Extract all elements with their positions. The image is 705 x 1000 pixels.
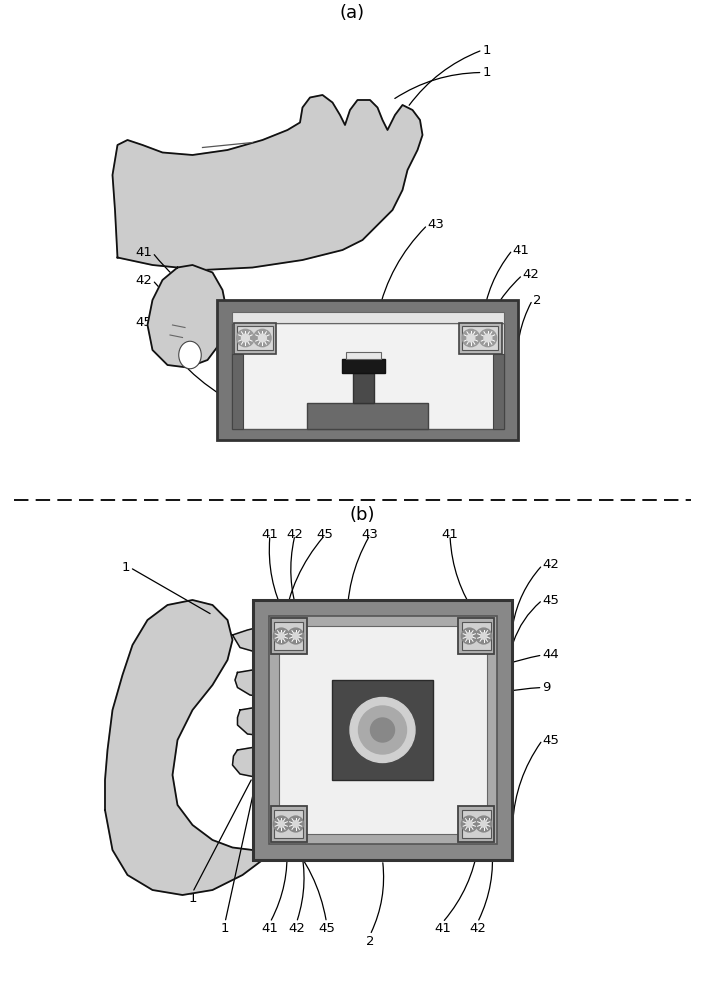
Circle shape	[274, 816, 289, 832]
Circle shape	[278, 633, 285, 639]
Text: 1: 1	[482, 66, 491, 79]
Circle shape	[254, 329, 271, 347]
Circle shape	[476, 816, 491, 832]
Text: 1: 1	[188, 892, 197, 906]
Ellipse shape	[179, 341, 201, 369]
Text: 41: 41	[441, 528, 458, 541]
Text: 44: 44	[226, 414, 243, 426]
Text: 44: 44	[543, 648, 559, 662]
FancyBboxPatch shape	[271, 806, 307, 842]
Circle shape	[481, 821, 487, 827]
Text: 1: 1	[121, 561, 130, 574]
Text: 41: 41	[262, 528, 278, 541]
FancyBboxPatch shape	[307, 403, 427, 429]
FancyBboxPatch shape	[218, 300, 517, 440]
Text: 9: 9	[543, 681, 551, 694]
FancyBboxPatch shape	[353, 373, 374, 403]
FancyBboxPatch shape	[269, 616, 496, 844]
Text: 42: 42	[135, 273, 152, 286]
Circle shape	[293, 633, 299, 639]
Circle shape	[288, 816, 304, 832]
Text: 45: 45	[543, 593, 559, 606]
Text: 41: 41	[135, 246, 152, 259]
Text: 9: 9	[348, 418, 357, 432]
Polygon shape	[238, 706, 297, 736]
Text: 1: 1	[482, 43, 491, 56]
Text: (b): (b)	[350, 506, 375, 524]
Circle shape	[371, 718, 395, 742]
FancyBboxPatch shape	[462, 810, 491, 838]
Circle shape	[242, 334, 250, 342]
FancyBboxPatch shape	[271, 618, 307, 654]
Text: 42: 42	[543, 558, 559, 572]
FancyBboxPatch shape	[274, 810, 303, 838]
Circle shape	[481, 633, 487, 639]
Circle shape	[484, 334, 492, 342]
Text: 2: 2	[366, 935, 374, 948]
Text: 45: 45	[135, 316, 152, 329]
Text: 45: 45	[318, 922, 335, 936]
Circle shape	[293, 821, 299, 827]
Text: 1: 1	[221, 922, 229, 936]
Circle shape	[461, 816, 477, 832]
Circle shape	[237, 329, 254, 347]
FancyBboxPatch shape	[333, 680, 432, 780]
Text: 43: 43	[427, 219, 444, 232]
Text: 43: 43	[362, 528, 379, 541]
FancyBboxPatch shape	[231, 312, 503, 322]
Text: 45: 45	[543, 734, 559, 746]
Circle shape	[278, 821, 285, 827]
Circle shape	[466, 821, 472, 827]
FancyBboxPatch shape	[231, 322, 503, 429]
FancyBboxPatch shape	[231, 354, 243, 429]
FancyBboxPatch shape	[233, 322, 276, 354]
Circle shape	[259, 334, 266, 342]
Polygon shape	[233, 622, 310, 655]
Text: 42: 42	[288, 922, 305, 936]
FancyBboxPatch shape	[462, 622, 491, 650]
Circle shape	[479, 329, 496, 347]
Circle shape	[350, 698, 415, 762]
FancyBboxPatch shape	[278, 626, 486, 834]
Text: 42: 42	[522, 268, 539, 282]
Text: 42: 42	[469, 922, 486, 936]
FancyBboxPatch shape	[458, 806, 494, 842]
Circle shape	[274, 628, 289, 644]
Circle shape	[288, 628, 304, 644]
Circle shape	[461, 628, 477, 644]
FancyBboxPatch shape	[459, 322, 501, 354]
FancyBboxPatch shape	[493, 354, 503, 429]
Text: 41: 41	[262, 922, 278, 936]
Circle shape	[466, 633, 472, 639]
Circle shape	[476, 628, 491, 644]
FancyBboxPatch shape	[346, 352, 381, 359]
FancyBboxPatch shape	[342, 359, 385, 373]
FancyBboxPatch shape	[252, 600, 513, 860]
Text: 42: 42	[286, 528, 303, 541]
Circle shape	[359, 706, 407, 754]
FancyBboxPatch shape	[462, 326, 498, 350]
Text: 2: 2	[532, 294, 541, 306]
FancyBboxPatch shape	[458, 618, 494, 654]
Circle shape	[467, 334, 474, 342]
Polygon shape	[147, 265, 228, 367]
Polygon shape	[235, 668, 300, 698]
Text: 45: 45	[317, 528, 333, 541]
FancyBboxPatch shape	[274, 622, 303, 650]
Circle shape	[462, 329, 479, 347]
FancyBboxPatch shape	[237, 326, 273, 350]
Polygon shape	[233, 748, 290, 778]
Text: 41: 41	[513, 243, 529, 256]
Text: (a): (a)	[340, 3, 365, 21]
Polygon shape	[113, 95, 422, 270]
Text: 45: 45	[414, 401, 431, 414]
Polygon shape	[105, 600, 352, 895]
Text: 41: 41	[434, 922, 451, 936]
